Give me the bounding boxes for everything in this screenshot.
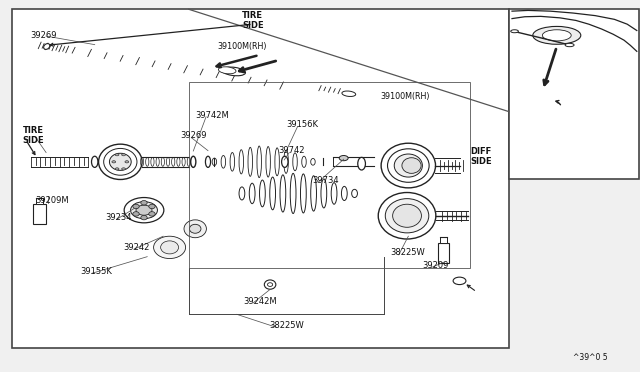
Ellipse shape [311, 158, 315, 165]
Ellipse shape [393, 204, 422, 227]
Ellipse shape [141, 215, 147, 220]
Text: 39100M(RH): 39100M(RH) [218, 42, 267, 51]
Ellipse shape [99, 144, 142, 180]
Ellipse shape [161, 241, 179, 254]
Ellipse shape [104, 148, 137, 175]
Ellipse shape [268, 283, 273, 286]
Bar [509, 9, 639, 179]
Text: 39269: 39269 [180, 131, 207, 140]
Text: DIFF
SIDE: DIFF SIDE [470, 147, 492, 166]
Ellipse shape [280, 175, 285, 212]
Ellipse shape [352, 189, 358, 198]
Ellipse shape [292, 153, 298, 171]
Text: 39734: 39734 [312, 176, 339, 185]
Ellipse shape [109, 153, 131, 170]
Ellipse shape [218, 67, 236, 74]
Bar [440, 237, 447, 243]
Bar [12, 9, 509, 348]
Bar [189, 82, 470, 268]
Ellipse shape [301, 174, 307, 213]
Bar [438, 243, 449, 263]
Ellipse shape [141, 201, 147, 205]
Ellipse shape [302, 156, 307, 167]
Ellipse shape [221, 67, 246, 76]
Ellipse shape [284, 150, 288, 173]
Ellipse shape [381, 143, 435, 188]
Bar [36, 198, 43, 204]
Ellipse shape [453, 277, 466, 285]
Text: TIRE
SIDE: TIRE SIDE [242, 11, 264, 30]
Ellipse shape [92, 156, 98, 167]
Ellipse shape [257, 146, 262, 178]
Ellipse shape [266, 147, 271, 177]
Ellipse shape [311, 176, 317, 211]
Ellipse shape [122, 168, 125, 170]
Bar [33, 204, 46, 224]
Ellipse shape [388, 149, 429, 182]
Polygon shape [115, 216, 212, 277]
Ellipse shape [115, 154, 119, 156]
Text: 39209: 39209 [422, 262, 449, 270]
Text: TIRE
SIDE: TIRE SIDE [22, 126, 44, 145]
Ellipse shape [154, 236, 186, 259]
Ellipse shape [342, 91, 356, 96]
Ellipse shape [270, 177, 275, 210]
Text: 38225W: 38225W [269, 321, 303, 330]
Text: 38225W: 38225W [390, 248, 425, 257]
Ellipse shape [184, 220, 206, 238]
Ellipse shape [230, 153, 235, 171]
Ellipse shape [339, 155, 348, 161]
Ellipse shape [148, 212, 155, 216]
Ellipse shape [131, 202, 157, 219]
Text: 39234: 39234 [106, 213, 132, 222]
Ellipse shape [332, 183, 337, 204]
Ellipse shape [205, 156, 211, 167]
Text: 39742: 39742 [278, 146, 305, 155]
Ellipse shape [136, 205, 152, 215]
Ellipse shape [189, 224, 201, 233]
Text: 39742M: 39742M [195, 111, 229, 120]
Ellipse shape [125, 161, 129, 163]
Text: 39100M(RH): 39100M(RH) [381, 92, 430, 101]
Text: 39242M: 39242M [243, 297, 277, 306]
Ellipse shape [112, 161, 116, 163]
Ellipse shape [212, 158, 216, 166]
Ellipse shape [191, 156, 196, 167]
Ellipse shape [543, 30, 571, 41]
Ellipse shape [44, 44, 50, 49]
Ellipse shape [358, 157, 365, 170]
Ellipse shape [133, 212, 140, 216]
Ellipse shape [511, 30, 518, 33]
Polygon shape [160, 203, 230, 254]
Ellipse shape [402, 158, 421, 173]
Ellipse shape [239, 150, 244, 174]
Ellipse shape [275, 148, 280, 176]
Text: 39242: 39242 [123, 243, 149, 252]
Ellipse shape [385, 199, 429, 233]
Ellipse shape [250, 183, 255, 204]
Text: 39269: 39269 [31, 31, 57, 40]
Ellipse shape [239, 187, 245, 200]
Ellipse shape [394, 154, 422, 177]
Ellipse shape [148, 204, 155, 209]
Ellipse shape [342, 186, 348, 201]
Ellipse shape [124, 198, 164, 223]
Ellipse shape [378, 193, 436, 239]
Ellipse shape [282, 156, 288, 167]
Ellipse shape [122, 154, 125, 156]
Text: ^39^0 5: ^39^0 5 [573, 353, 607, 362]
Ellipse shape [321, 179, 327, 208]
Ellipse shape [133, 204, 140, 209]
Ellipse shape [248, 147, 253, 176]
Ellipse shape [221, 155, 226, 168]
Ellipse shape [115, 168, 119, 170]
Text: 39156K: 39156K [287, 120, 319, 129]
Ellipse shape [565, 44, 574, 47]
Text: 39209M: 39209M [35, 196, 69, 205]
Ellipse shape [532, 26, 581, 44]
Ellipse shape [264, 280, 276, 289]
Text: 39155K: 39155K [80, 267, 112, 276]
Ellipse shape [260, 180, 266, 207]
Ellipse shape [291, 173, 296, 214]
